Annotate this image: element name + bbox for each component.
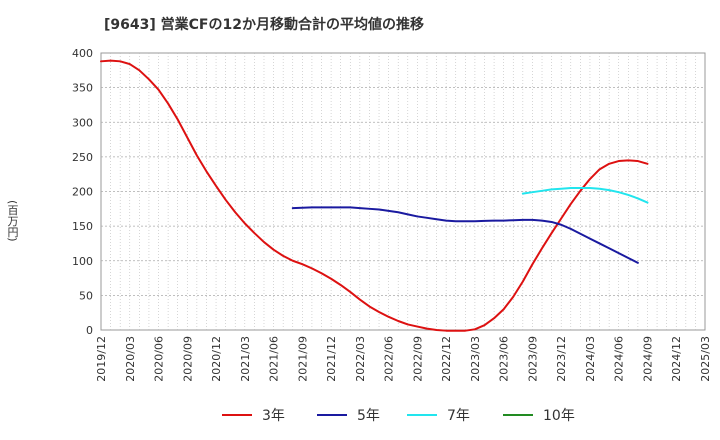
y-tick-label: 250 [72, 151, 93, 164]
legend-swatch [317, 414, 347, 416]
legend-item: 3年 [222, 404, 285, 426]
x-tick-label: 2021/12 [325, 336, 338, 382]
legend-label: 7年 [447, 408, 470, 424]
x-tick-label: 2020/12 [210, 336, 223, 382]
x-tick-label: 2025/03 [699, 336, 712, 382]
x-tick-label: 2021/03 [239, 336, 252, 382]
legend-swatch [503, 414, 533, 416]
x-tick-label: 2024/09 [641, 336, 654, 382]
y-tick-label: 100 [72, 255, 93, 268]
legend-label: 3年 [262, 408, 285, 424]
legend-label: 10年 [543, 408, 575, 424]
x-tick-label: 2024/06 [613, 336, 626, 382]
x-tick-label: 2022/06 [383, 336, 396, 382]
y-tick-label: 400 [72, 47, 93, 60]
x-tick-label: 2022/09 [411, 336, 424, 382]
x-tick-label: 2023/09 [526, 336, 539, 382]
x-tick-label: 2024/03 [584, 336, 597, 382]
y-tick-label: 50 [79, 289, 93, 302]
x-tick-label: 2020/09 [181, 336, 194, 382]
x-tick-label: 2023/03 [469, 336, 482, 382]
x-tick-label: 2022/03 [354, 336, 367, 382]
legend-item: 5年 [317, 404, 380, 426]
x-tick-label: 2024/12 [670, 336, 683, 382]
chart-title: [9643] 営業CFの12か月移動合計の平均値の推移 [104, 17, 424, 33]
x-tick-label: 2019/12 [95, 336, 108, 382]
line-chart: 0 50 100 150 200 250 300 350 400 2019/12 2020/03 20… [72, 47, 712, 382]
x-tick-label: 2021/09 [296, 336, 309, 382]
legend-swatch [222, 414, 252, 416]
legend-item: 7年 [407, 404, 470, 426]
chart-legend: 3年 5年 7年 10年 [0, 404, 720, 426]
y-tick-label: 300 [72, 116, 93, 129]
legend-item: 10年 [503, 404, 575, 426]
x-tick-label: 2020/06 [153, 336, 166, 382]
x-tick-label: 2022/12 [440, 336, 453, 382]
x-tick-label: 2020/03 [124, 336, 137, 382]
y-tick-label: 0 [86, 324, 93, 337]
legend-label: 5年 [357, 408, 380, 424]
x-tick-label: 2021/06 [268, 336, 281, 382]
legend-swatch [407, 414, 437, 416]
x-tick-label: 2023/06 [498, 336, 511, 382]
series-line [100, 59, 649, 332]
y-tick-label: 350 [72, 82, 93, 95]
y-tick-label: 200 [72, 186, 93, 199]
y-axis-label: (百万円) [6, 200, 19, 242]
series-line [521, 187, 649, 204]
y-tick-label: 150 [72, 220, 93, 233]
series-line [291, 206, 639, 264]
x-tick-label: 2023/12 [555, 336, 568, 382]
